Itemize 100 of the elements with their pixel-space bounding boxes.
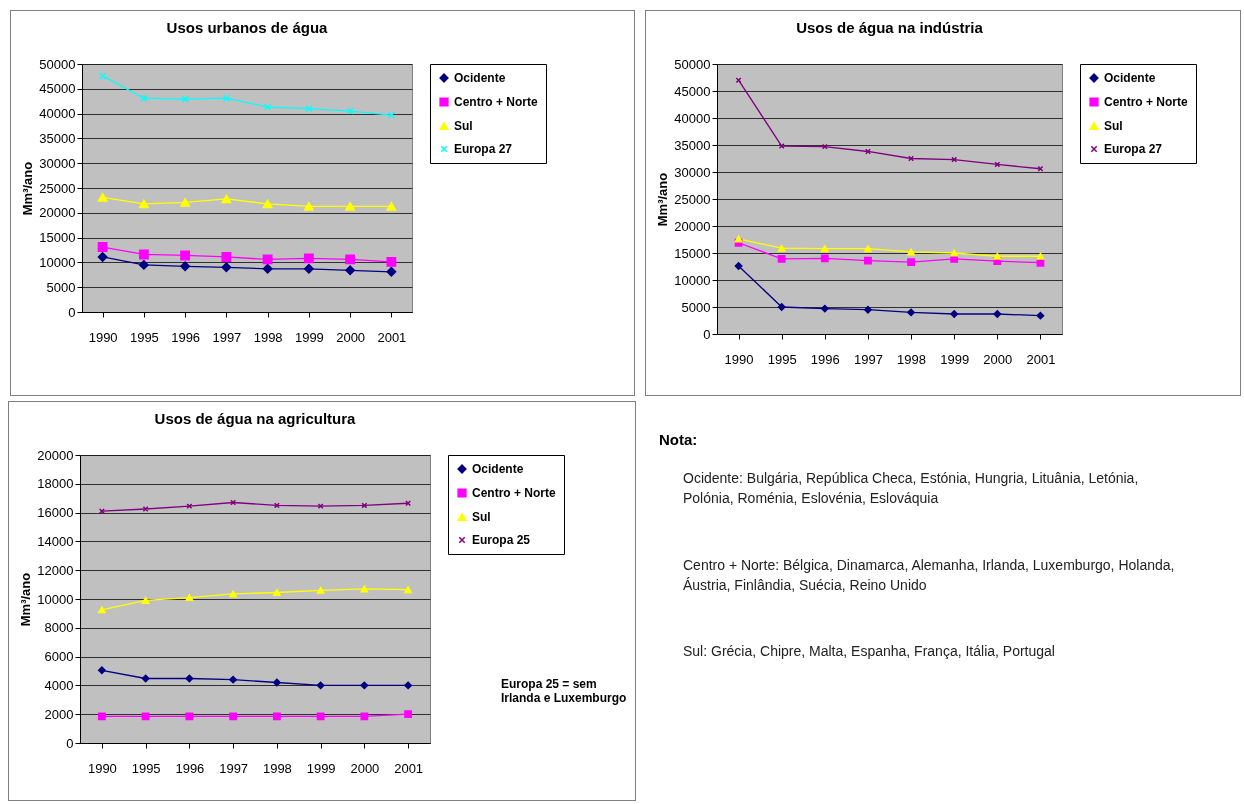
y-tick-label: 2000	[44, 706, 74, 722]
point	[1036, 311, 1045, 320]
y-tick-label: 0	[703, 326, 711, 342]
point	[180, 198, 191, 207]
y-tick-label: 5000	[681, 299, 711, 315]
y-tick-label: 20000	[37, 447, 74, 463]
y-tick-label: 15000	[39, 230, 76, 246]
point	[303, 263, 314, 274]
y-tick-label: 50000	[39, 56, 76, 72]
point	[221, 252, 232, 262]
point	[777, 244, 786, 252]
y-tick-label: 16000	[37, 505, 74, 521]
point	[303, 253, 314, 264]
x-tick-label: 1999	[940, 351, 970, 367]
point	[346, 107, 354, 115]
point	[907, 258, 915, 267]
y-tick-label: 10000	[39, 254, 76, 270]
point	[229, 712, 238, 721]
point	[138, 249, 149, 260]
y-axis-title: Mm³/ano	[655, 172, 671, 227]
point	[316, 712, 325, 721]
point	[97, 606, 106, 614]
point	[950, 249, 959, 257]
x-tick-label: 1990	[88, 329, 118, 345]
point	[138, 199, 149, 209]
y-tick-label: 20000	[674, 218, 711, 234]
x-tick-label: 2001	[394, 760, 424, 776]
legend-label: Sul	[1104, 119, 1123, 133]
y-tick-label: 20000	[39, 205, 76, 221]
legend-label: Ocidente	[472, 462, 524, 476]
point	[97, 193, 108, 202]
point	[360, 585, 369, 593]
point	[180, 250, 191, 261]
point	[345, 265, 356, 276]
point	[907, 308, 915, 317]
point	[97, 666, 106, 675]
x-tick-label: 1998	[253, 329, 283, 345]
y-tick-label: 40000	[674, 110, 711, 126]
x-tick-label: 2001	[377, 329, 407, 345]
point	[316, 586, 325, 594]
y-tick-label: 0	[66, 735, 74, 751]
y-tick-label: 14000	[37, 533, 74, 549]
point	[820, 245, 829, 253]
x-tick-label: 1997	[212, 329, 242, 345]
x-tick-label: 1995	[131, 760, 161, 776]
point	[272, 712, 281, 721]
point	[404, 710, 413, 719]
y-axis-title: Mm³/ano	[18, 572, 34, 627]
point	[864, 305, 872, 314]
point	[185, 674, 194, 683]
y-tick-label: 45000	[674, 83, 711, 99]
point	[404, 681, 413, 690]
x-tick-label: 1999	[294, 329, 324, 345]
y-tick-label: 35000	[674, 137, 711, 153]
point	[386, 201, 397, 211]
y-tick-label: 15000	[674, 245, 711, 261]
point	[272, 678, 281, 687]
point	[141, 712, 150, 721]
point	[993, 252, 1002, 260]
x-tick-label: 1996	[171, 329, 201, 345]
point	[386, 266, 397, 277]
legend-label: Europa 27	[1104, 142, 1163, 156]
y-tick-label: 25000	[39, 180, 76, 196]
point	[221, 262, 232, 273]
point	[303, 201, 314, 211]
point	[221, 194, 232, 204]
text: Centro + Norte: Bélgica, Dinamarca, Alemanha, Irlanda, Luxemburgo, Holanda, Áustria, Finlândia, Suécia, Reino Unido	[683, 555, 1176, 595]
point	[950, 255, 959, 263]
y-tick-label: 45000	[39, 81, 76, 97]
point	[361, 502, 368, 509]
x-tick-label: 1995	[767, 351, 797, 367]
x-tick-label: 1996	[810, 351, 840, 367]
point	[141, 674, 150, 683]
y-tick-label: 25000	[674, 191, 711, 207]
x-tick-label: 1995	[129, 329, 159, 345]
point	[360, 712, 369, 721]
point	[180, 261, 191, 272]
point	[185, 594, 194, 602]
legend-label: Ocidente	[454, 71, 506, 85]
point	[345, 254, 356, 265]
point	[262, 254, 273, 265]
point	[993, 310, 1002, 318]
y-tick-label: 35000	[39, 130, 76, 146]
x-tick-label: 1999	[306, 760, 336, 776]
point	[138, 259, 149, 270]
y-tick-label: 5000	[46, 279, 76, 295]
point	[97, 242, 108, 252]
y-tick-label: 40000	[39, 106, 76, 122]
x-tick-label: 1990	[87, 760, 117, 776]
x-tick-label: 2000	[336, 329, 366, 345]
x-tick-label: 2001	[1026, 351, 1056, 367]
point	[820, 304, 829, 313]
y-tick-label: 12000	[37, 562, 74, 578]
point	[864, 256, 872, 265]
text: Sul: Grécia, Chipre, Malta, Espanha, França, Itália, Portugal	[683, 642, 1056, 662]
point	[229, 590, 238, 598]
y-tick-label: 30000	[674, 164, 711, 180]
text: Ocidente: Bulgária, República Checa, Estónia, Hungria, Lituânia, Letónia, Polónia, Roménia, Eslovénia, Eslováquia	[683, 469, 1140, 509]
point	[386, 256, 397, 267]
point	[185, 712, 194, 721]
